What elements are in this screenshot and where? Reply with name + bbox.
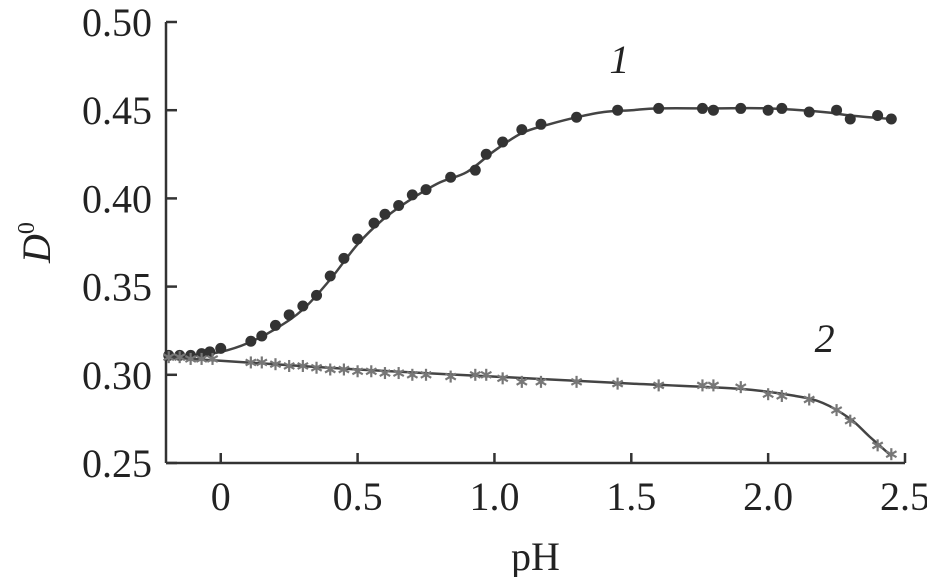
series-1-point [297, 300, 309, 312]
x-tick-label: 1.5 [606, 474, 656, 519]
series-1-point [612, 104, 624, 116]
y-axis-title-main: D [14, 234, 59, 264]
series-2-point [324, 363, 336, 376]
x-tick-label: 2.0 [743, 474, 793, 519]
y-axis-title: D0 [14, 222, 59, 264]
series-2-point [310, 361, 323, 374]
series-2-point [365, 365, 378, 378]
series-2-point [269, 358, 282, 371]
series-1-point [311, 289, 323, 301]
series-1-point [324, 270, 336, 282]
y-tick-label: 0.35 [82, 265, 152, 310]
series-2-point [351, 365, 364, 378]
series-1-point [420, 184, 432, 196]
series-2-point [256, 356, 268, 369]
series-2-point [444, 370, 457, 383]
series-1-point [379, 208, 391, 220]
y-tick-label: 0.50 [82, 0, 152, 45]
series-1: 1 [163, 37, 897, 361]
series-2-point [707, 379, 720, 392]
series-2-point [162, 351, 175, 364]
series-1-point [269, 319, 281, 331]
series-1-point [535, 118, 547, 130]
series-1-point [393, 199, 405, 211]
plot-area: 12 [162, 37, 898, 461]
series-1-point [480, 148, 492, 160]
axes: 0 0.5 1.0 1.5 2.0 2.5 0.25 0.30 0.35 0.40 0.45 0.5… [82, 0, 927, 519]
x-tick-label: 1.0 [469, 474, 519, 519]
x-axis-title: pH [511, 534, 560, 577]
series-2-point [379, 367, 391, 380]
series-1-point [696, 102, 708, 114]
series-2-point [297, 359, 309, 372]
series-1-point [368, 217, 380, 229]
series-2-point [392, 367, 405, 380]
series-2-point [338, 363, 350, 376]
series-1-curve [165, 106, 892, 359]
series-1-point [256, 330, 268, 342]
series-1-point [707, 104, 719, 116]
series-1-point [885, 113, 897, 125]
series-2-point [611, 377, 624, 390]
series-2-label: 2 [815, 316, 835, 361]
series-1-point [497, 136, 509, 148]
series-2-point [195, 352, 208, 365]
series-2-point [516, 375, 528, 388]
series-1-point [653, 102, 665, 114]
series-1-point [776, 102, 788, 114]
series-2-point [885, 448, 898, 461]
series-1-label: 1 [609, 37, 629, 82]
series-2-point [184, 352, 197, 365]
series-2-point [652, 379, 665, 392]
y-tick-label: 0.25 [82, 441, 152, 486]
series-1-point [469, 164, 481, 176]
series-1-point [831, 104, 843, 116]
series-1-point [844, 113, 856, 125]
series-2-point [406, 368, 419, 381]
y-tick-label: 0.40 [82, 176, 152, 221]
series-2-point [469, 368, 482, 381]
series-2-curve [165, 355, 893, 457]
y-ticks: 0.25 0.30 0.35 0.40 0.45 0.50 [82, 0, 177, 486]
series-2-point [830, 404, 843, 417]
x-tick-label: 0.5 [333, 474, 383, 519]
x-tick-label: 0 [211, 474, 231, 519]
series-1-point [406, 189, 418, 201]
series-2-point [570, 375, 583, 388]
series-1-point [338, 252, 350, 264]
series-2: 2 [162, 316, 898, 461]
series-2-point [735, 381, 747, 394]
series-2-point [762, 388, 774, 401]
series-2-point [776, 389, 788, 402]
series-2-point [696, 379, 709, 392]
series-2-point [245, 356, 257, 369]
series-1-point [872, 109, 884, 121]
x-ticks: 0 0.5 1.0 1.5 2.0 2.5 [211, 453, 927, 519]
series-2-point [871, 439, 884, 452]
series-1-point [445, 171, 457, 183]
series-1-point [803, 106, 815, 118]
series-1-point [735, 102, 747, 114]
y-tick-label: 0.45 [82, 88, 152, 133]
series-2-point [420, 368, 432, 381]
series-1-point [215, 342, 227, 354]
x-tick-label: 2.5 [880, 474, 927, 519]
series-1-point [352, 233, 364, 245]
series-2-point [535, 375, 547, 388]
series-2-point [496, 372, 509, 385]
series-2-point [206, 352, 219, 365]
series-1-point [283, 309, 295, 321]
series-1-point [245, 335, 257, 347]
series-2-point [803, 393, 815, 406]
series-1-point [516, 124, 528, 136]
y-tick-label: 0.30 [82, 353, 152, 398]
y-axis-title-superscript: 0 [14, 222, 40, 234]
series-2-point [283, 359, 295, 372]
series-2-point [480, 368, 492, 381]
series-2-point [844, 414, 857, 427]
series-1-point [571, 111, 583, 123]
series-1-point [762, 104, 774, 116]
series-2-point [173, 351, 186, 364]
